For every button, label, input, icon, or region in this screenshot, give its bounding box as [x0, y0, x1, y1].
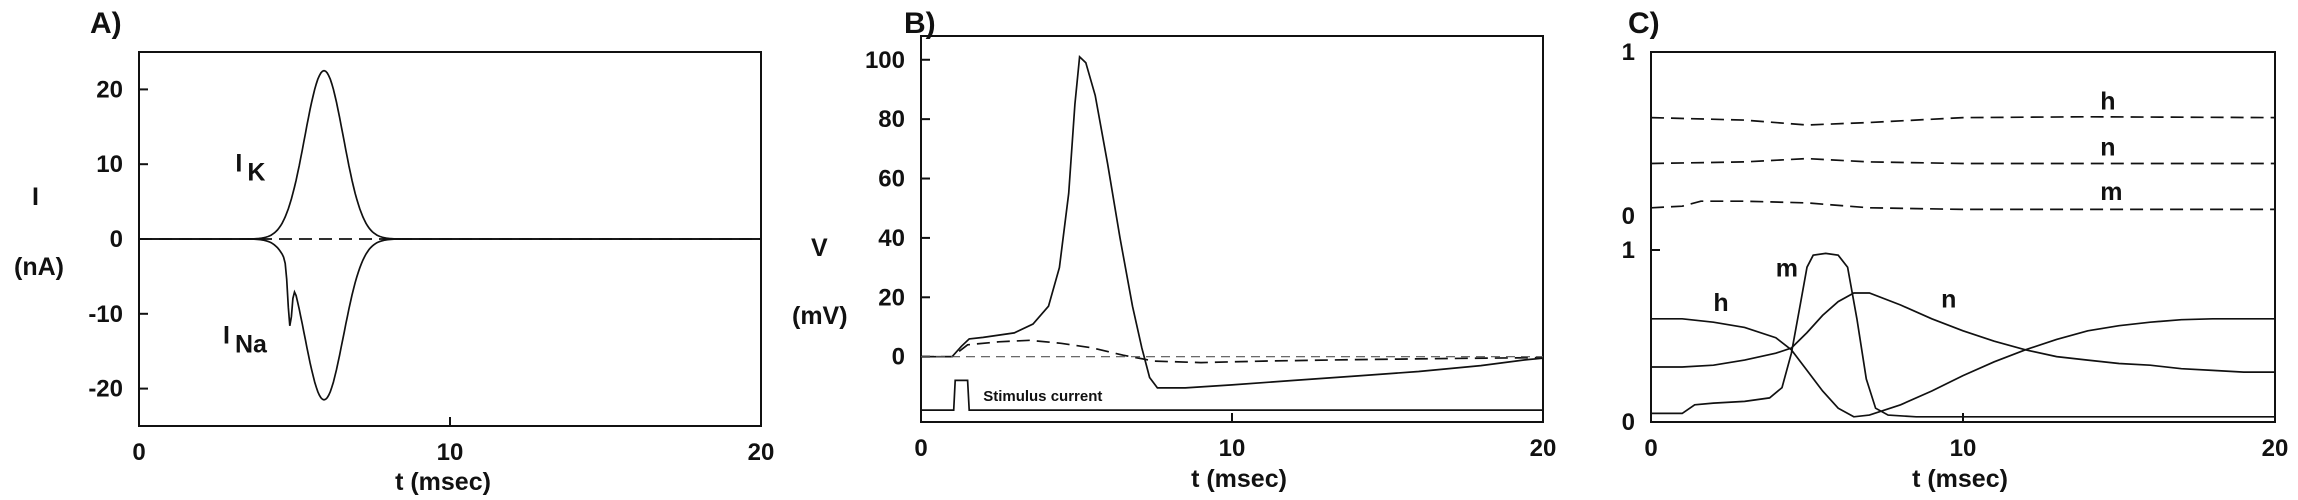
- chart-c-x-tick-label: 0: [1644, 435, 1657, 462]
- chart-c-annotation-h: h: [2100, 88, 2115, 116]
- chart-a-y-tick-label: -20: [88, 376, 123, 403]
- chart-b-stimulus-label: Stimulus current: [983, 388, 1102, 405]
- chart-b-series-line: [921, 379, 1543, 411]
- chart-a-x-tick-label: 0: [132, 439, 145, 466]
- panel-c-label: C): [1628, 7, 1660, 40]
- chart-c-frame: [1650, 51, 2276, 423]
- chart-c-annotation-n: n: [2100, 134, 2115, 162]
- chart-c-annotation-m: m: [2100, 178, 2122, 206]
- chart-a-annotation: I: [223, 322, 230, 350]
- chart-b-x-tick-label: 0: [914, 435, 927, 462]
- chart-b-y-tick-label: 40: [878, 225, 905, 252]
- chart-c-x-tick-label: 20: [2262, 435, 2289, 462]
- chart-b-y-unit: (mV): [792, 302, 848, 330]
- panel-b-label: B): [904, 7, 936, 40]
- chart-b-x-label: t (msec): [1191, 465, 1287, 493]
- chart-a-series-line: [139, 69, 761, 240]
- chart-a-x-tick-label: 20: [748, 439, 775, 466]
- chart-c-upper-series-h: [1650, 115, 2276, 126]
- chart-c-x-tick-label: 10: [1950, 435, 1977, 462]
- panel-a-label: A): [90, 7, 122, 40]
- chart-c-lower-y-tick-label: 0: [1622, 409, 1635, 436]
- chart-a-y-tick-label: 10: [96, 151, 123, 178]
- chart-c-upper-y-tick-label: 0: [1622, 203, 1635, 230]
- chart-b-x-tick-label: 10: [1219, 435, 1246, 462]
- chart-a-y-unit: (nA): [14, 253, 64, 281]
- chart-b-y-label: V: [811, 234, 828, 262]
- chart-a-y-tick-label: -10: [88, 301, 123, 328]
- chart-c-lower-series-h: [1651, 317, 2275, 418]
- chart-a-annotation: I: [235, 150, 242, 178]
- chart-b-series-line: [921, 54, 1544, 389]
- chart-b-y-tick-label: 60: [878, 166, 905, 193]
- chart-b-voltage: B) V (mV) t (msec) 0 10 20 0 20 40 60 80 100 Stim…: [792, 7, 1556, 493]
- chart-b-y-tick-label: 100: [865, 47, 905, 74]
- chart-a-x-label: t (msec): [395, 468, 491, 496]
- chart-a-annotation-subscript: Na: [235, 331, 268, 359]
- chart-b-y-tick-label: 0: [892, 344, 905, 371]
- chart-c-annotation-m: m: [1776, 254, 1798, 282]
- chart-c-annotation-n: n: [1941, 285, 1956, 313]
- chart-c-upper-series-n: [1650, 157, 2275, 165]
- chart-c-lower-y-tick-label: 1: [1622, 237, 1635, 264]
- chart-b-series-line: [921, 339, 1544, 364]
- chart-c-upper-y-tick-label: 1: [1622, 39, 1635, 66]
- chart-c-lower-series-n: [1651, 292, 2275, 373]
- chart-a-annotation-subscript: K: [247, 159, 265, 187]
- chart-b-y-tick-label: 20: [878, 284, 905, 311]
- chart-c-upper-series-m: [1650, 200, 2275, 211]
- chart-a-x-tick-label: 10: [437, 439, 464, 466]
- chart-c-lower-series-m: [1651, 252, 2275, 418]
- chart-a-y-tick-label: 0: [110, 226, 123, 253]
- chart-a-y-label: I: [32, 183, 39, 211]
- chart-c-x-label: t (msec): [1912, 465, 2008, 493]
- chart-a-series-line: [139, 238, 761, 401]
- chart-b-frame: [920, 35, 1544, 423]
- chart-a-y-tick-label: 20: [96, 76, 123, 103]
- chart-b-x-tick-label: 20: [1530, 435, 1557, 462]
- chart-c-annotation-h: h: [1713, 289, 1728, 317]
- chart-b-y-tick-label: 80: [878, 106, 905, 133]
